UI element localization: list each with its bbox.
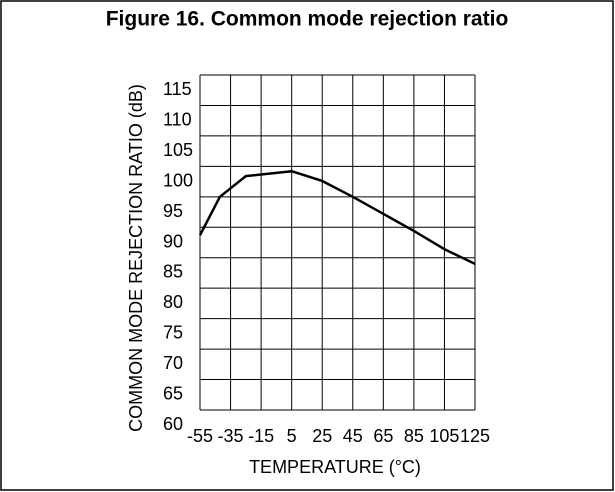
x-axis-label: TEMPERATURE (°C): [249, 457, 421, 477]
x-tick-label: -15: [248, 426, 274, 446]
y-tick-label: 65: [163, 384, 183, 404]
x-tick-label: 85: [404, 426, 424, 446]
x-tick-label: 65: [373, 426, 393, 446]
x-tick-label: 45: [343, 426, 363, 446]
y-tick-label: 105: [163, 140, 193, 160]
y-tick-label: 110: [163, 109, 192, 129]
y-tick-label: 60: [163, 414, 183, 434]
y-tick-label: 90: [163, 231, 183, 251]
y-tick-label: 100: [163, 170, 193, 190]
y-tick-label: 70: [163, 353, 183, 373]
x-tick-label: 125: [460, 426, 490, 446]
y-axis-label: COMMON MODE REJECTION RATIO (dB): [126, 84, 146, 432]
x-tick-label: 105: [429, 426, 459, 446]
x-tick-label: -35: [218, 426, 244, 446]
y-tick-label: 85: [163, 262, 183, 282]
chart-title: Figure 16. Common mode rejection ratio: [106, 8, 509, 31]
y-tick-label: 95: [163, 201, 183, 221]
y-tick-label: 75: [163, 323, 183, 343]
line: [198, 169, 476, 265]
x-tick-label: 5: [287, 426, 297, 446]
y-tick-label: 80: [163, 292, 183, 312]
y-tick-label: 115: [163, 79, 192, 99]
x-tick-label: 25: [312, 426, 332, 446]
x-tick-label: -55: [187, 426, 213, 446]
